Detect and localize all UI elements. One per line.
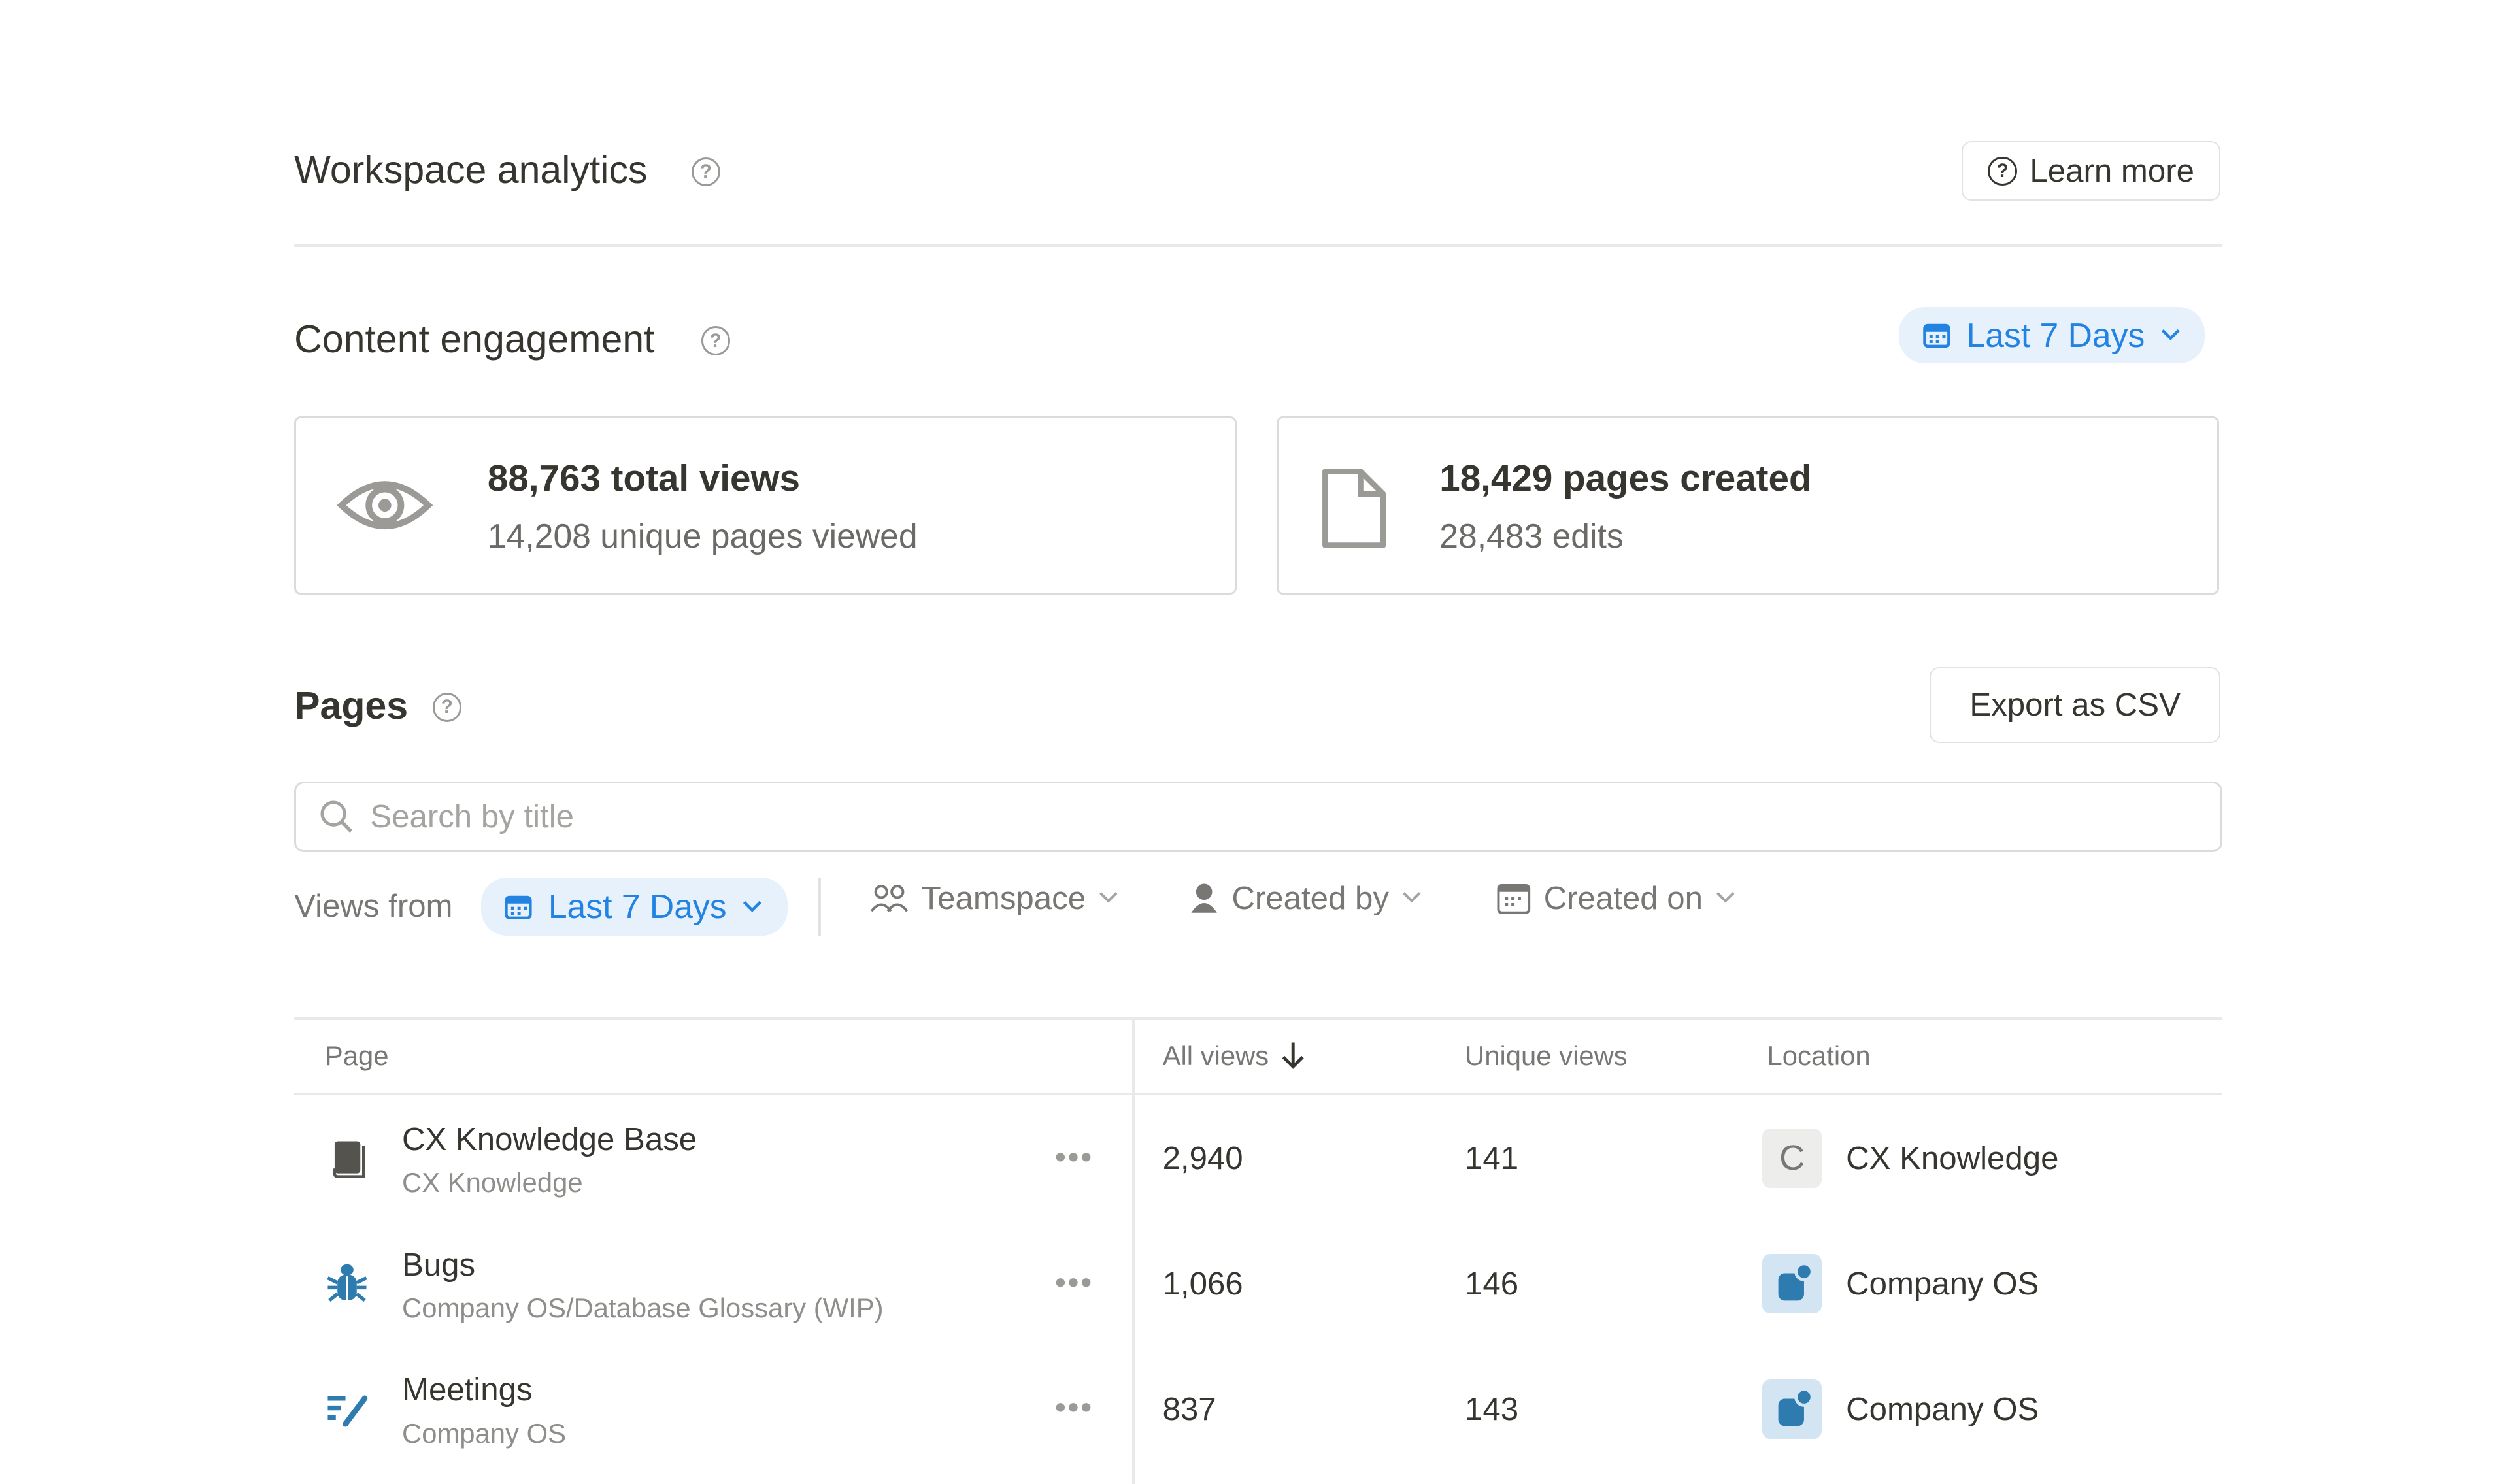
unique-views-value: 141 xyxy=(1465,1140,1519,1177)
page-title-link[interactable]: Meetings xyxy=(402,1372,533,1408)
teamspace-icon xyxy=(1762,1379,1822,1439)
chevron-down-icon xyxy=(1402,892,1421,903)
export-csv-button[interactable]: Export as CSV xyxy=(1930,667,2221,743)
created-on-filter[interactable]: Created on xyxy=(1497,880,1735,917)
chevron-down-icon xyxy=(1099,892,1118,903)
created-by-label: Created by xyxy=(1231,880,1389,916)
column-header-page[interactable]: Page xyxy=(324,1040,389,1071)
column-header-all-views[interactable]: All views xyxy=(1163,1040,1305,1072)
page-icon xyxy=(1322,468,1386,548)
page-path: Company OS xyxy=(402,1417,566,1449)
calendar-icon xyxy=(1923,323,1950,348)
unique-views-value: 143 xyxy=(1465,1391,1519,1427)
filter-divider xyxy=(818,878,821,936)
calendar-icon xyxy=(505,895,532,919)
created-by-filter[interactable]: Created by xyxy=(1190,880,1421,917)
views-from-text: Views from xyxy=(294,887,453,924)
edits-count: 28,483 edits xyxy=(1439,517,1624,555)
bug-icon xyxy=(327,1264,368,1302)
teamspace-letter-icon: C xyxy=(1762,1128,1822,1188)
page-path: CX Knowledge xyxy=(402,1166,583,1198)
search-input[interactable]: Search by title xyxy=(294,781,2222,852)
views-range-label: Last 7 Days xyxy=(548,887,727,926)
all-views-value: 2,940 xyxy=(1162,1140,1243,1177)
page-title-link[interactable]: CX Knowledge Base xyxy=(402,1121,697,1157)
search-placeholder: Search by title xyxy=(370,799,574,835)
learn-more-label: Learn more xyxy=(2030,153,2194,190)
chevron-down-icon xyxy=(743,900,761,912)
created-on-label: Created on xyxy=(1543,880,1703,916)
unique-pages-viewed: 14,208 unique pages viewed xyxy=(487,517,918,555)
page-title-link[interactable]: Bugs xyxy=(402,1246,476,1283)
column-divider xyxy=(1131,1017,1135,1484)
all-views-label: All views xyxy=(1162,1040,1269,1071)
location-link[interactable]: CX Knowledge xyxy=(1846,1140,2059,1177)
page-path: Company OS/Database Glossary (WIP) xyxy=(402,1292,884,1323)
views-from-label: Views from xyxy=(294,887,452,925)
table-header-border xyxy=(294,1093,2222,1096)
views-card: 88,763 total views 14,208 unique pages v… xyxy=(294,416,1237,595)
section-title-engagement: Content engagement xyxy=(294,317,655,361)
unique-views-value: 146 xyxy=(1465,1266,1519,1302)
learn-more-button[interactable]: ? Learn more xyxy=(1962,141,2221,201)
section-title-pages: Pages xyxy=(294,684,409,727)
help-icon[interactable]: ? xyxy=(691,157,721,187)
calendar-icon xyxy=(1497,883,1531,914)
column-header-unique-views[interactable]: Unique views xyxy=(1465,1040,1628,1071)
date-range-label: Last 7 Days xyxy=(1966,316,2145,354)
chevron-down-icon xyxy=(2161,329,2180,340)
meeting-notes-icon xyxy=(327,1395,368,1427)
eye-icon xyxy=(336,481,433,529)
person-icon xyxy=(1191,883,1218,913)
book-icon xyxy=(333,1141,365,1178)
export-label: Export as CSV xyxy=(1969,687,2181,723)
teamspace-icon xyxy=(1762,1253,1822,1313)
chevron-down-icon xyxy=(1716,892,1735,903)
search-icon xyxy=(320,800,352,833)
divider xyxy=(294,244,2222,247)
views-range-dropdown[interactable]: Last 7 Days xyxy=(480,878,788,936)
more-options-icon[interactable]: ••• xyxy=(1054,1264,1094,1300)
total-views: 88,763 total views xyxy=(487,457,800,499)
page-title: Workspace analytics xyxy=(294,148,648,192)
pages-created: 18,429 pages created xyxy=(1439,457,1812,499)
help-icon[interactable]: ? xyxy=(701,326,730,355)
all-views-value: 837 xyxy=(1162,1391,1216,1427)
help-icon[interactable]: ? xyxy=(432,693,461,722)
table-top-border xyxy=(294,1017,2222,1020)
column-header-location[interactable]: Location xyxy=(1767,1040,1871,1071)
more-options-icon[interactable]: ••• xyxy=(1054,1138,1094,1175)
arrow-down-icon xyxy=(1282,1042,1304,1070)
teamspace-filter[interactable]: Teamspace xyxy=(870,880,1118,917)
date-range-dropdown[interactable]: Last 7 Days xyxy=(1899,306,2205,363)
pages-card: 18,429 pages created 28,483 edits xyxy=(1277,416,2219,595)
people-icon xyxy=(870,884,909,912)
location-link[interactable]: Company OS xyxy=(1846,1266,2039,1302)
teamspace-label: Teamspace xyxy=(921,880,1086,916)
more-options-icon[interactable]: ••• xyxy=(1054,1389,1094,1426)
all-views-value: 1,066 xyxy=(1162,1266,1243,1302)
location-link[interactable]: Company OS xyxy=(1846,1391,2039,1427)
help-icon: ? xyxy=(1988,156,2017,186)
